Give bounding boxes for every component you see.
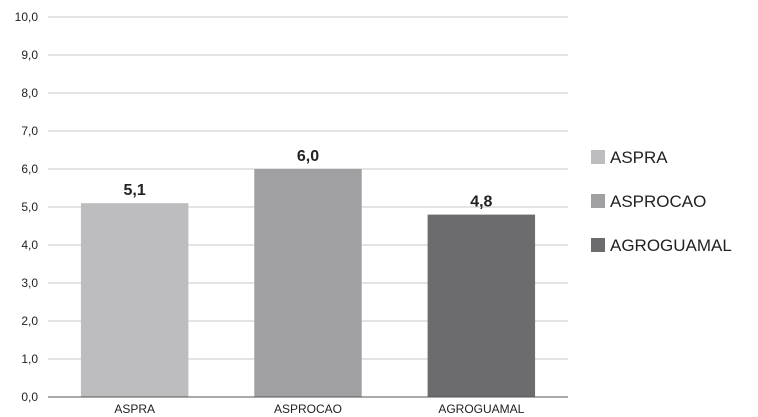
- legend-label: ASPROCAO: [610, 192, 706, 211]
- legend-swatch: [591, 194, 605, 208]
- legend-swatch: [591, 238, 605, 252]
- y-tick-label: 7,0: [21, 124, 38, 138]
- data-label: 5,1: [124, 182, 146, 199]
- y-tick-label: 6,0: [21, 162, 38, 176]
- bar-agroguamal: [427, 214, 536, 397]
- bar-aspra: [80, 203, 189, 397]
- y-tick-label: 10,0: [15, 10, 39, 24]
- legend-swatch: [591, 150, 605, 164]
- y-tick-label: 4,0: [21, 238, 38, 252]
- y-tick-label: 8,0: [21, 86, 38, 100]
- bars: [80, 169, 536, 397]
- legend: ASPRA ASPROCAO AGROGUAMAL: [591, 148, 732, 255]
- bar-asprocao: [254, 169, 362, 397]
- y-tick-label: 5,0: [21, 200, 38, 214]
- y-tick-label: 9,0: [21, 48, 38, 62]
- x-tick-label: ASPRA: [114, 402, 155, 416]
- legend-label: ASPRA: [610, 148, 668, 167]
- legend-label: AGROGUAMAL: [610, 236, 732, 255]
- y-axis-ticks: 0,0 1,0 2,0 3,0 4,0 5,0 6,0 7,0 8,0 9,0 10,0: [15, 10, 39, 404]
- y-tick-label: 1,0: [21, 352, 38, 366]
- y-tick-label: 3,0: [21, 276, 38, 290]
- x-tick-label: AGROGUAMAL: [438, 402, 524, 416]
- x-tick-label: ASPROCAO: [274, 402, 342, 416]
- data-label: 6,0: [297, 148, 319, 165]
- y-tick-label: 2,0: [21, 314, 38, 328]
- y-tick-label: 0,0: [21, 390, 38, 404]
- data-label: 4,8: [470, 194, 492, 211]
- data-labels: 5,1 6,0 4,8: [124, 148, 493, 211]
- x-axis-labels: ASPRA ASPROCAO AGROGUAMAL: [114, 402, 524, 416]
